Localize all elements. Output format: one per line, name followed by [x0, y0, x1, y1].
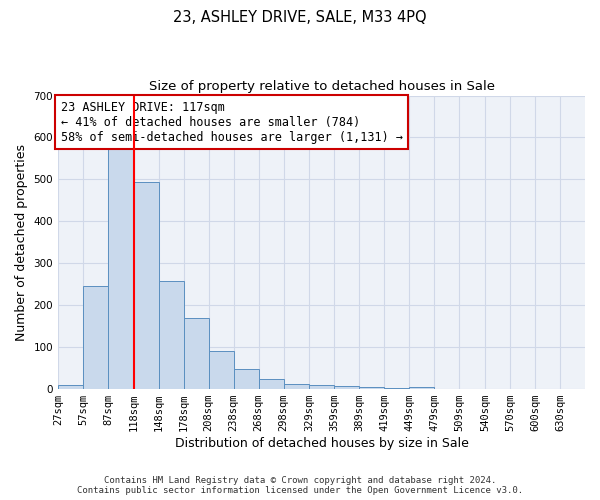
Bar — [134, 182, 159, 389]
Bar — [409, 387, 434, 389]
Bar — [284, 384, 308, 389]
Bar — [259, 378, 284, 389]
Bar — [310, 385, 334, 389]
Bar — [184, 318, 209, 389]
Bar — [83, 286, 108, 389]
Text: Contains HM Land Registry data © Crown copyright and database right 2024.
Contai: Contains HM Land Registry data © Crown c… — [77, 476, 523, 495]
Title: Size of property relative to detached houses in Sale: Size of property relative to detached ho… — [149, 80, 494, 93]
Bar — [334, 386, 359, 389]
X-axis label: Distribution of detached houses by size in Sale: Distribution of detached houses by size … — [175, 437, 469, 450]
Y-axis label: Number of detached properties: Number of detached properties — [15, 144, 28, 341]
Bar — [233, 370, 259, 389]
Bar — [159, 281, 184, 389]
Bar — [385, 388, 409, 389]
Text: 23 ASHLEY DRIVE: 117sqm
← 41% of detached houses are smaller (784)
58% of semi-d: 23 ASHLEY DRIVE: 117sqm ← 41% of detache… — [61, 100, 403, 144]
Bar — [58, 385, 83, 389]
Bar — [108, 148, 133, 389]
Bar — [359, 387, 385, 389]
Text: 23, ASHLEY DRIVE, SALE, M33 4PQ: 23, ASHLEY DRIVE, SALE, M33 4PQ — [173, 10, 427, 25]
Bar — [209, 352, 233, 389]
